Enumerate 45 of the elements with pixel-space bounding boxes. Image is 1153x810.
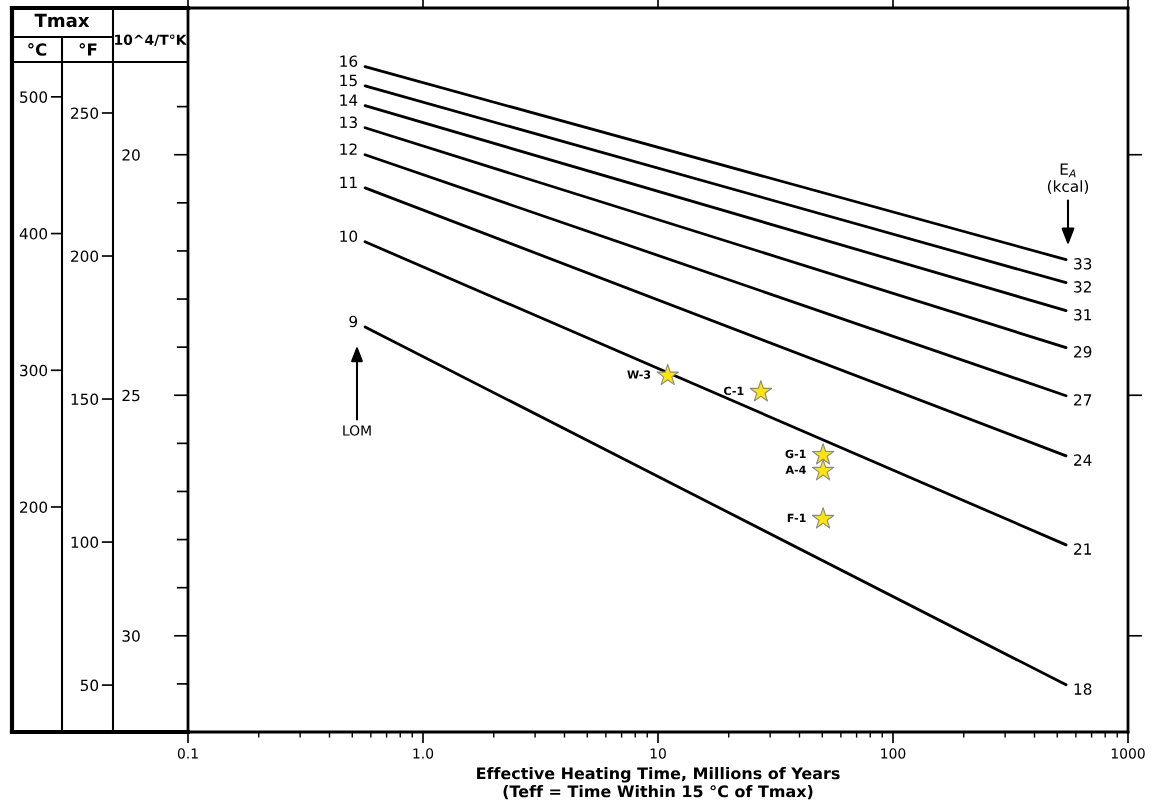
y3-tick-label: 150 (71, 393, 99, 406)
y-tick-label: 30 (122, 630, 140, 642)
text: Tmax (34, 13, 90, 28)
y3-tick-label: 100 (71, 536, 99, 549)
y2-tick-label: 400 (19, 228, 48, 240)
y3-axis-title: °F (79, 43, 97, 56)
x-tick-label: 100 (881, 748, 906, 759)
annotation: 18 (1074, 683, 1092, 695)
series-label: 14 (340, 94, 358, 106)
annotation: 29 (1074, 346, 1092, 358)
series-label: 9 (349, 315, 358, 328)
y-axis-title: 10^4/T°K (115, 34, 187, 47)
x-axis-title: Effective Heating Time, Millions of Years (Teff = Time Within 15 °C of Tmax) (477, 766, 840, 800)
y2-axis-title: °C (28, 43, 47, 56)
annotation: LOM (343, 425, 371, 436)
annotation: 32 (1074, 281, 1091, 293)
y2-tick-label: 200 (20, 501, 48, 513)
annotation: 21 (1074, 543, 1092, 555)
annotation: 24 (1074, 454, 1092, 466)
annotation: G-1 (785, 449, 806, 459)
annotation: F-1 (787, 513, 806, 522)
y-tick-label: 25 (122, 389, 140, 402)
series-label: 10 (340, 230, 358, 243)
y3-tick-label: 250 (71, 107, 99, 119)
x-tick-label: 1.0 (413, 748, 434, 759)
series-label: 16 (340, 55, 358, 67)
y3-tick-label: 50 (80, 679, 99, 692)
y2-tick-label: 500 (20, 91, 48, 103)
annotation: W-3 (627, 370, 651, 379)
x-tick-label: 10 (650, 748, 666, 759)
series-label: 13 (340, 116, 357, 129)
x-tick-label: 1000 (1111, 748, 1145, 759)
x-tick-label: 0.1 (177, 748, 198, 759)
annotation: 31 (1074, 309, 1092, 321)
annotation: A-4 (785, 465, 806, 474)
y2-tick-label: 300 (20, 364, 48, 377)
annotation: 33 (1074, 258, 1092, 270)
series-label: 11 (340, 176, 357, 188)
annotation: E$_{A}$ (kcal) (1047, 163, 1089, 194)
annotation: 27 (1074, 394, 1092, 406)
y-tick-label: 20 (122, 149, 140, 161)
y3-tick-label: 200 (71, 250, 99, 263)
series-label: 12 (340, 143, 357, 155)
annotation: C-1 (724, 386, 744, 396)
series-label: 15 (340, 74, 357, 87)
